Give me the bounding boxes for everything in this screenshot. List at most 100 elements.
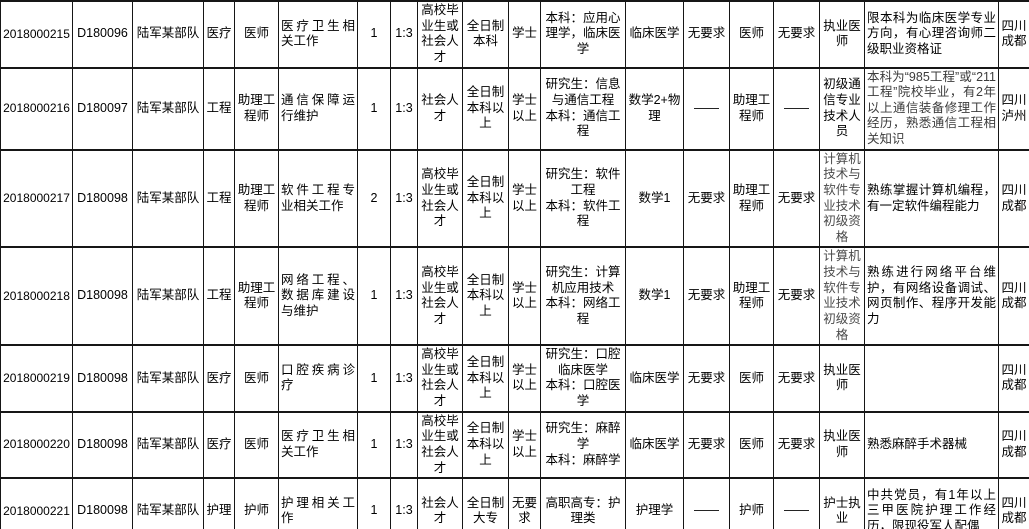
cell-post-code: D180098 [72,246,133,347]
cell-major: 研究生：麻醉学 本科：麻醉学 [540,410,626,480]
cell-other-req: 无要求 [773,246,820,347]
cell-other-req: —— [773,66,820,151]
cell-tech-title: 医师 [729,0,774,69]
cell-experience-req: 无要求 [683,0,730,69]
cell-exam-subject: 临床医学 [625,410,684,480]
cell-unit: 陆军某部队 [132,0,204,69]
cell-other-req: 无要求 [773,344,820,413]
cell-category: 医疗 [203,0,235,69]
cell-exam-subject: 数学2+物理 [625,66,684,151]
cell-source: 高校毕业生或社会人才 [417,410,463,480]
cell-exam-subject: 数学1 [625,246,684,347]
cell-other-req: 无要求 [773,410,820,480]
cell-post-code: D180098 [72,148,133,249]
cell-other-req: —— [773,477,820,529]
cell-degree: 学士以上 [508,246,541,347]
cell-position: 助理工程师 [234,66,279,151]
cell-job-id: 2018000218 [0,246,73,347]
cell-education: 全日制本科以上 [462,246,509,347]
cell-other-req: 无要求 [773,0,820,69]
cell-major: 研究生：计算机应用技术 本科：网络工程 [540,246,626,347]
table-row: 2018000221 D180098 陆军某部队 护理 护师 护理相关工作 1 1:3 社会人才… [0,477,1029,529]
cell-ratio: 1:3 [390,66,418,151]
cell-location: 四川成都 [998,148,1029,249]
cell-tech-title: 医师 [729,344,774,413]
cell-post-code: D180098 [72,344,133,413]
cell-qualification: 执业医师 [819,0,865,69]
cell-source: 高校毕业生或社会人才 [417,148,463,249]
cell-qualification: 执业医师 [819,410,865,480]
cell-qualification: 计算机技术与软件专业技术初级资格 [819,148,865,249]
cell-qualification: 执业医师 [819,344,865,413]
cell-remarks: 本科为“985工程”或“211工程”院校毕业，有2年以上通信装备修理工作经历，熟… [864,66,999,151]
cell-source: 社会人才 [417,66,463,151]
table-row: 2018000215 D180096 陆军某部队 医疗 医师 医疗卫生相关工作 1 1:3 高校… [0,0,1029,69]
cell-duties: 网络工程、数据库建设与维护 [278,246,358,347]
cell-degree: 学士以上 [508,148,541,249]
cell-duties: 通信保障运行维护 [278,66,358,151]
cell-unit: 陆军某部队 [132,344,204,413]
cell-exam-subject: 护理学 [625,477,684,529]
table-row: 2018000216 D180097 陆军某部队 工程 助理工程师 通信保障运行维护 1 1:… [0,66,1029,151]
cell-ratio: 1:3 [390,0,418,69]
cell-unit: 陆军某部队 [132,66,204,151]
cell-category: 医疗 [203,410,235,480]
cell-ratio: 1:3 [390,477,418,529]
cell-ratio: 1:3 [390,344,418,413]
cell-tech-title: 助理工程师 [729,148,774,249]
cell-position: 助理工程师 [234,246,279,347]
cell-education: 全日制本科以上 [462,148,509,249]
cell-job-id: 2018000215 [0,0,73,69]
cell-duties: 医疗卫生相关工作 [278,410,358,480]
cell-category: 工程 [203,66,235,151]
cell-exam-subject: 临床医学 [625,344,684,413]
cell-major: 研究生：信息与通信工程 本科：通信工程 [540,66,626,151]
table-row: 2018000219 D180098 陆军某部队 医疗 医师 口腔疾病诊疗 1 1:3 高校毕业… [0,344,1029,413]
cell-experience-req: 无要求 [683,246,730,347]
cell-job-id: 2018000220 [0,410,73,480]
cell-degree: 学士以上 [508,66,541,151]
cell-post-code: D180097 [72,66,133,151]
cell-job-id: 2018000221 [0,477,73,529]
cell-location: 四川成都 [998,410,1029,480]
cell-category: 医疗 [203,344,235,413]
cell-qualification: 护士执业 [819,477,865,529]
cell-category: 工程 [203,148,235,249]
cell-category: 护理 [203,477,235,529]
cell-quota: 1 [357,246,391,347]
cell-experience-req: —— [683,477,730,529]
cell-post-code: D180096 [72,0,133,69]
cell-degree: 学士以上 [508,344,541,413]
cell-job-id: 2018000217 [0,148,73,249]
cell-ratio: 1:3 [390,246,418,347]
cell-remarks: 熟练掌握计算机编程，有一定软件编程能力 [864,148,999,249]
cell-position: 护师 [234,477,279,529]
cell-source: 高校毕业生或社会人才 [417,246,463,347]
cell-location: 四川成都 [998,344,1029,413]
cell-major: 高职高专：护理类 [540,477,626,529]
cell-duties: 护理相关工作 [278,477,358,529]
cell-remarks: 限本科为临床医学专业方向，有心理咨询师二级职业资格证 [864,0,999,69]
table-row: 2018000220 D180098 陆军某部队 医疗 医师 医疗卫生相关工作 1 1:3 高校… [0,410,1029,480]
cell-quota: 1 [357,410,391,480]
cell-tech-title: 助理工程师 [729,66,774,151]
cell-other-req: 无要求 [773,148,820,249]
cell-location: 四川成都 [998,477,1029,529]
cell-exam-subject: 临床医学 [625,0,684,69]
cell-quota: 1 [357,0,391,69]
cell-job-id: 2018000216 [0,66,73,151]
cell-remarks: 中共党员，有1年以上三甲医院护理工作经历，限现役军人配偶 [864,477,999,529]
cell-qualification: 初级通信专业技术人员 [819,66,865,151]
cell-tech-title: 医师 [729,410,774,480]
cell-unit: 陆军某部队 [132,148,204,249]
cell-qualification: 计算机技术与软件专业技术初级资格 [819,246,865,347]
cell-job-id: 2018000219 [0,344,73,413]
cell-education: 全日制本科以上 [462,344,509,413]
cell-experience-req: 无要求 [683,344,730,413]
cell-position: 助理工程师 [234,148,279,249]
cell-ratio: 1:3 [390,410,418,480]
cell-education: 全日制本科 [462,0,509,69]
cell-position: 医师 [234,344,279,413]
cell-degree: 学士以上 [508,410,541,480]
